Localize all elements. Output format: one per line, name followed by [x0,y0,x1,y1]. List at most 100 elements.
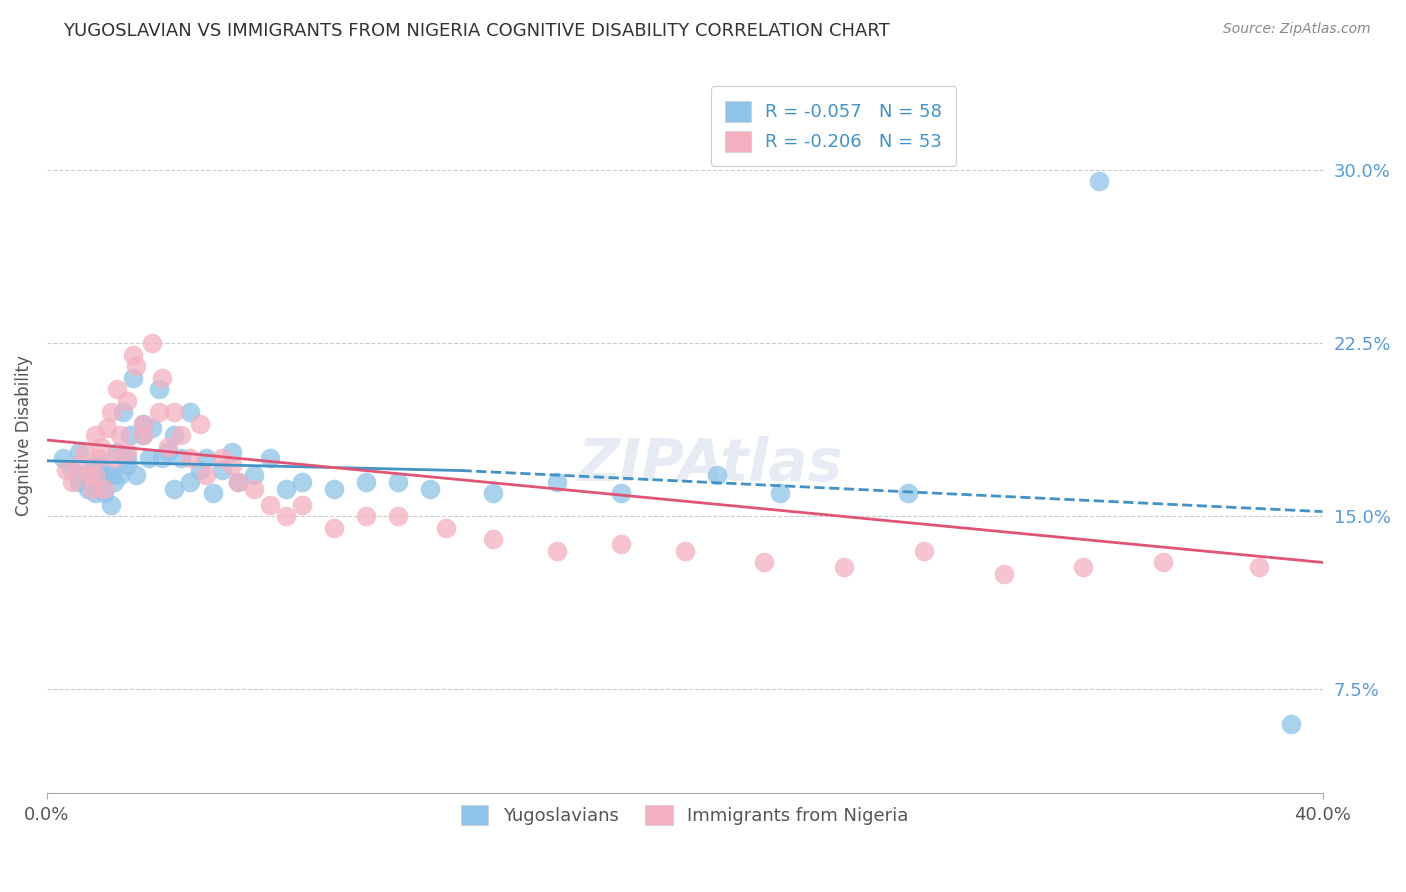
Point [163,405,186,419]
Point [125,359,148,373]
Point [138,451,160,466]
Y-axis label: Cognitive Disability: Cognitive Disability [15,355,32,516]
Point [131,428,153,442]
Point [221,444,243,458]
Point [291,475,314,489]
Text: Source: ZipAtlas.com: Source: ZipAtlas.com [1223,22,1371,37]
Point [75,444,97,458]
Legend: Yugoslavians, Immigrants from Nigeria: Yugoslavians, Immigrants from Nigeria [451,796,918,834]
Point [170,428,193,442]
Point [832,560,855,574]
Point [60,475,83,489]
Point [754,556,776,570]
Point [60,463,83,477]
Point [387,475,409,489]
Point [125,467,148,482]
Point [211,463,233,477]
Point [897,486,920,500]
Text: ZIPAtlas: ZIPAtlas [578,435,844,492]
Point [179,451,201,466]
Point [226,475,249,489]
Point [769,486,792,500]
Point [157,440,180,454]
Point [115,393,138,408]
Point [96,467,118,482]
Point [706,467,728,482]
Text: YUGOSLAVIAN VS IMMIGRANTS FROM NIGERIA COGNITIVE DISABILITY CORRELATION CHART: YUGOSLAVIAN VS IMMIGRANTS FROM NIGERIA C… [63,22,890,40]
Point [1088,174,1111,188]
Point [482,486,505,500]
Point [157,444,180,458]
Point [243,482,266,496]
Point [1279,717,1302,731]
Point [419,482,441,496]
Point [77,482,100,496]
Point [131,417,153,431]
Point [52,451,75,466]
Point [912,544,935,558]
Point [1073,560,1095,574]
Point [259,498,281,512]
Point [67,475,90,489]
Point [1247,560,1270,574]
Point [226,475,249,489]
Point [110,467,132,482]
Point [100,498,122,512]
Point [243,467,266,482]
Point [105,444,128,458]
Point [83,486,105,500]
Point [75,467,97,482]
Point [141,336,163,351]
Point [610,486,633,500]
Point [354,509,377,524]
Point [87,475,110,489]
Point [387,509,409,524]
Point [110,428,132,442]
Point [93,486,115,500]
Point [93,482,115,496]
Point [80,482,103,496]
Point [546,544,568,558]
Point [274,509,297,524]
Point [188,463,211,477]
Point [118,428,141,442]
Point [83,458,105,473]
Point [67,444,90,458]
Point [221,458,243,473]
Point [131,428,153,442]
Point [90,458,112,473]
Point [141,421,163,435]
Point [131,417,153,431]
Point [55,463,77,477]
Point [150,451,173,466]
Point [673,544,696,558]
Point [1152,556,1174,570]
Point [90,440,112,454]
Point [188,417,211,431]
Point [170,451,193,466]
Point [148,382,170,396]
Point [322,482,344,496]
Point [434,521,457,535]
Point [546,475,568,489]
Point [67,458,90,473]
Point [354,475,377,489]
Point [179,475,201,489]
Point [211,451,233,466]
Point [100,405,122,419]
Point [115,451,138,466]
Point [150,370,173,384]
Point [195,451,218,466]
Point [112,405,135,419]
Point [115,458,138,473]
Point [77,467,100,482]
Point [122,370,145,384]
Point [103,451,125,466]
Point [274,482,297,496]
Point [291,498,314,512]
Point [163,428,186,442]
Point [83,428,105,442]
Point [610,537,633,551]
Point [105,382,128,396]
Point [148,405,170,419]
